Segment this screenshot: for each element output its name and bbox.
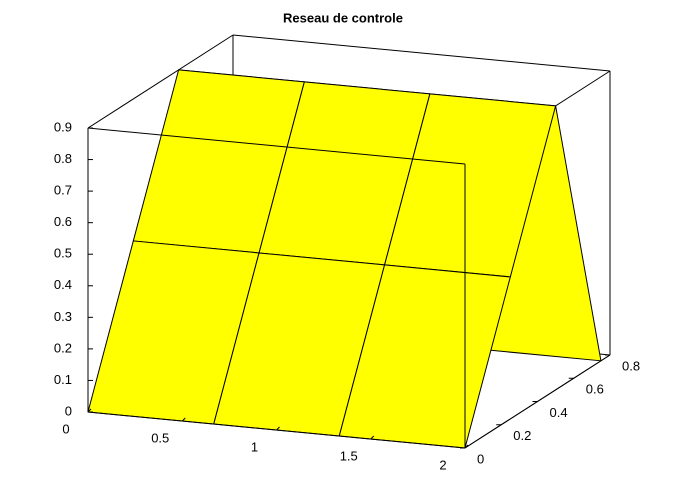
box-edge [87, 34, 234, 129]
z-tick-label: 0.9 [54, 119, 72, 134]
x-tick [276, 426, 280, 431]
box-edge [232, 34, 611, 72]
y-tick-label: 0 [477, 451, 484, 466]
x-tick-label: 0.5 [151, 430, 169, 445]
x-tick-label: 2 [439, 457, 446, 472]
z-tick-label: 0.1 [54, 372, 72, 387]
x-tick-label: 1.5 [340, 448, 358, 463]
x-tick [464, 444, 469, 449]
z-tick-label: 0.7 [54, 183, 72, 198]
z-tick-label: 0.6 [54, 214, 72, 229]
z-tick-label: 0.5 [54, 246, 72, 261]
x-tick [370, 435, 375, 440]
y-tick-label: 0.4 [550, 405, 568, 420]
y-tick-label: 0.2 [513, 428, 531, 443]
y-tick-label: 0.6 [586, 382, 604, 397]
x-tick-label: 0 [62, 421, 69, 436]
z-tick-label: 0 [65, 403, 72, 418]
x-tick [181, 417, 186, 422]
z-tick-label: 0.8 [54, 151, 72, 166]
chart-title: Reseau de controle [283, 10, 403, 25]
box-edge [87, 127, 466, 165]
x-tick-label: 1 [251, 439, 258, 454]
z-tick-label: 0.3 [54, 309, 72, 324]
z-tick-label: 0.2 [54, 340, 72, 355]
z-tick-label: 0.4 [54, 277, 72, 292]
y-tick-label: 0.8 [622, 358, 640, 373]
